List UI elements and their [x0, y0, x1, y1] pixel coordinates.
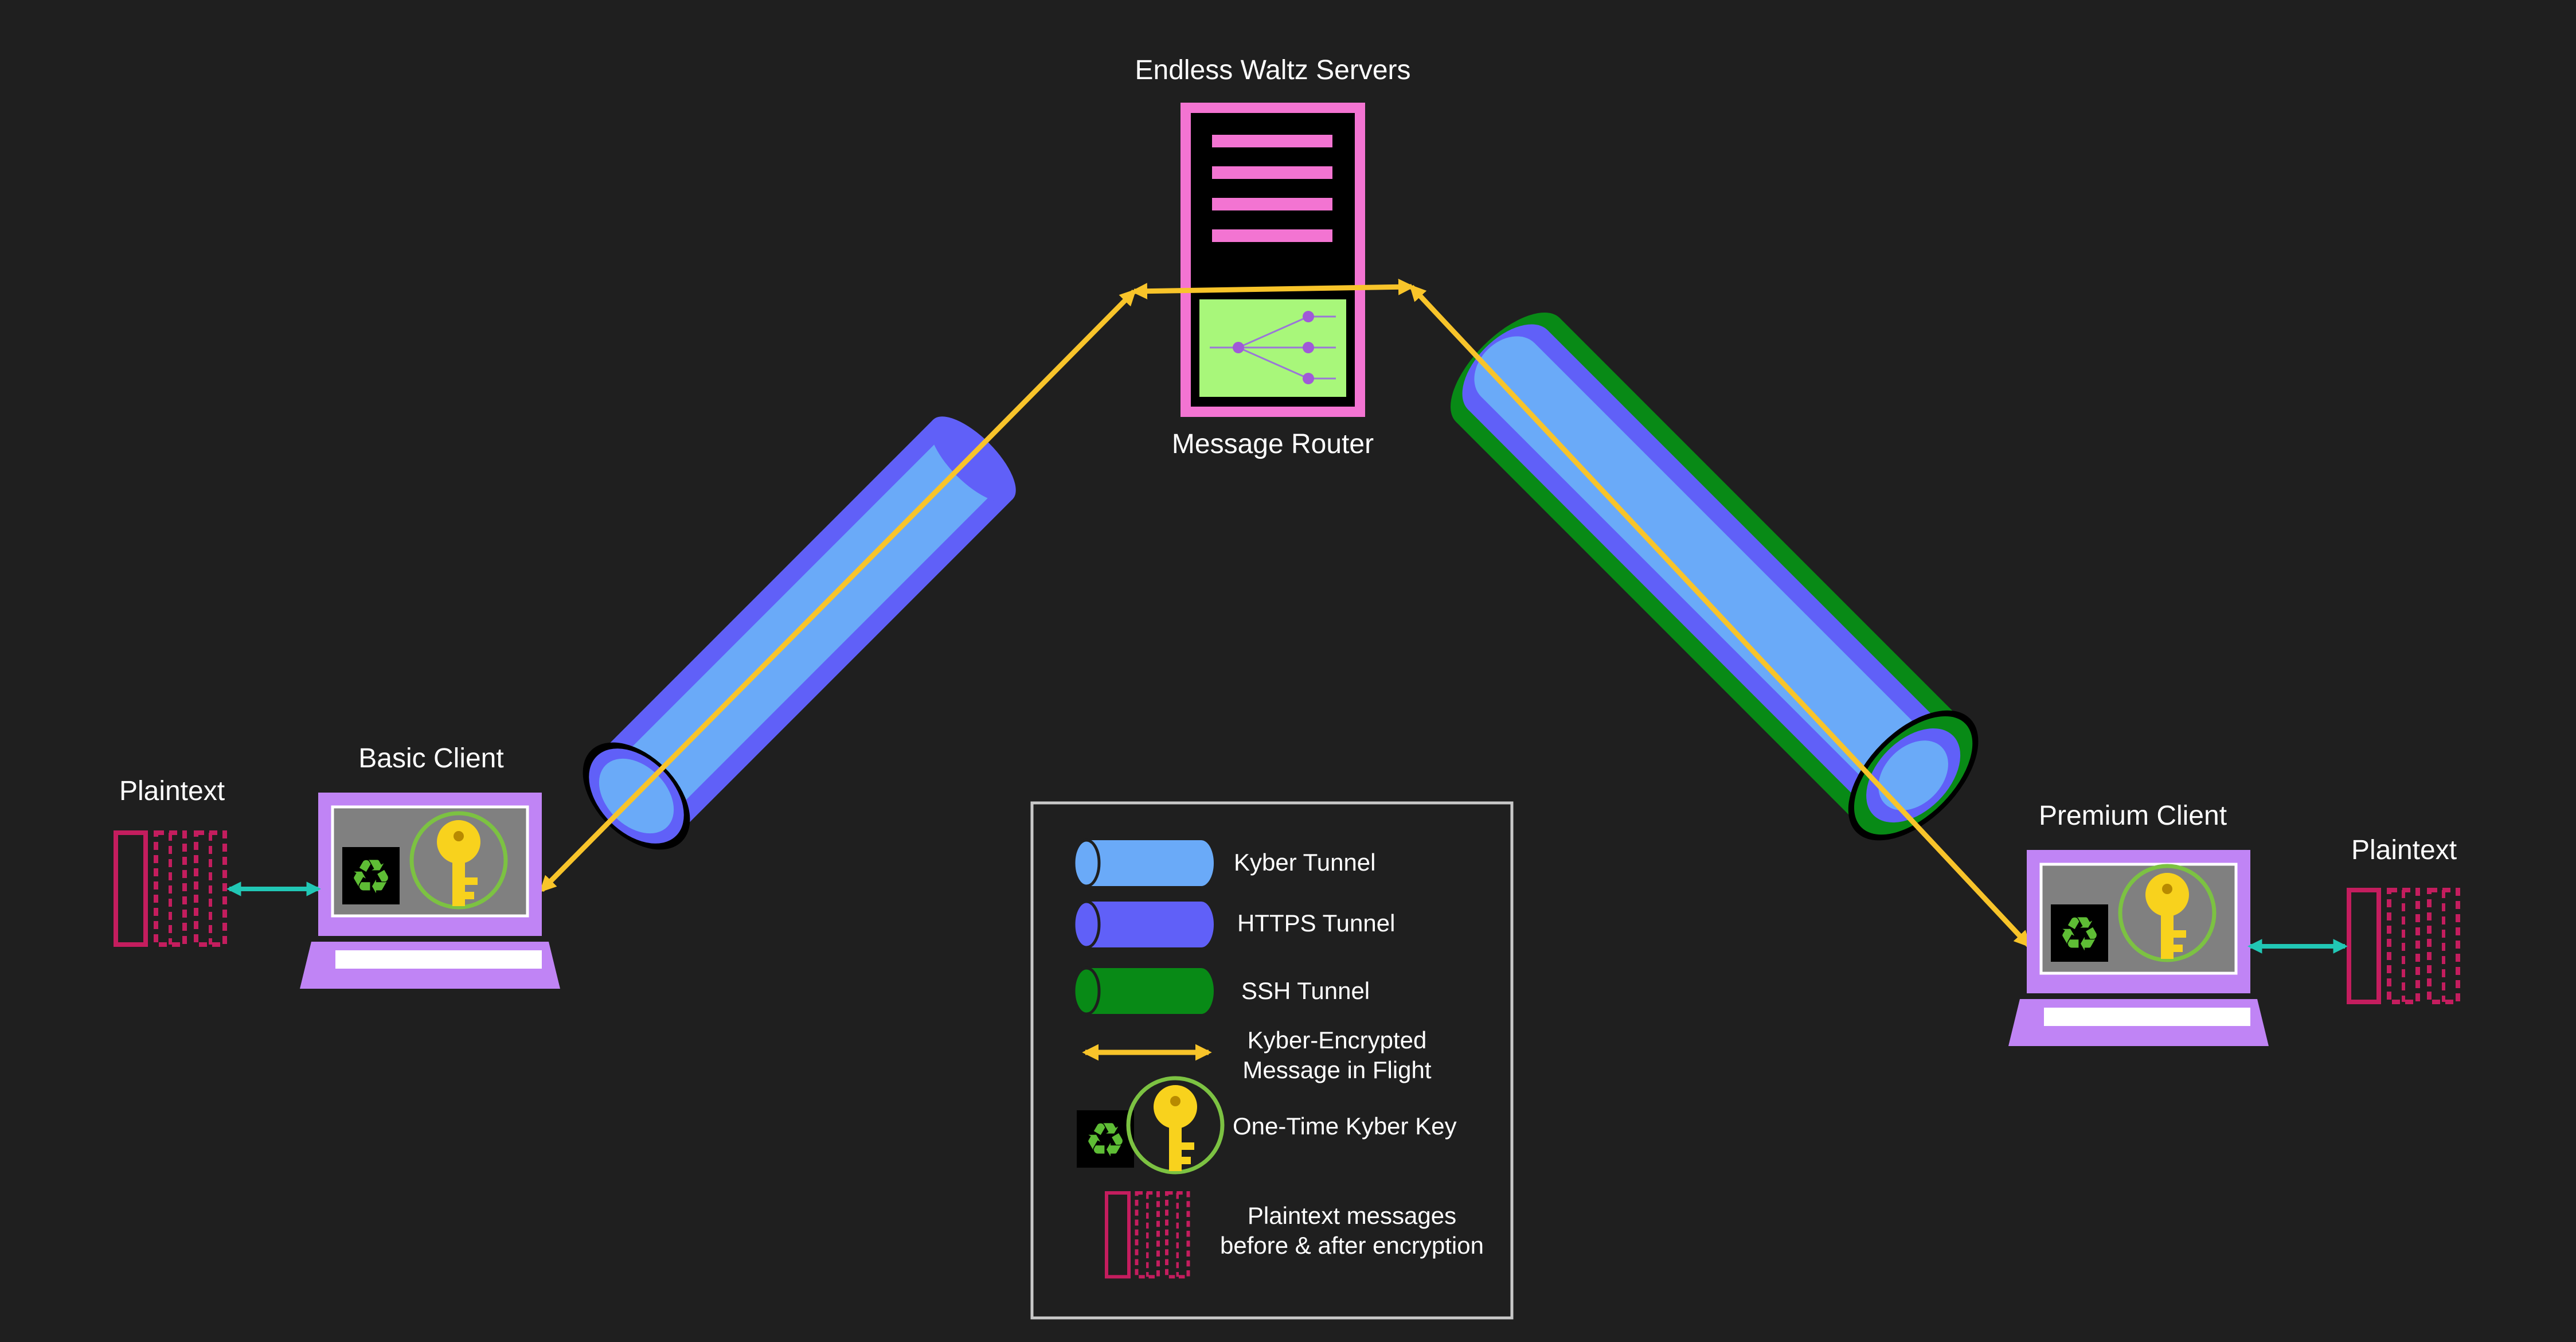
- legend-kyber-label: Kyber Tunnel: [1234, 849, 1376, 876]
- kyber-message-arrows: [539, 278, 2031, 948]
- message-router-panel: [1199, 299, 1346, 397]
- legend-plaintext-label-2: before & after encryption: [1220, 1232, 1484, 1259]
- legend-https-swatch: [1072, 900, 1214, 949]
- legend-key-label: One-Time Kyber Key: [1233, 1113, 1457, 1140]
- plaintext-left: [116, 833, 225, 945]
- premium-client-laptop: [2008, 850, 2269, 1046]
- legend-key-swatch: [1077, 1078, 1222, 1172]
- right-tunnel: [1451, 313, 1979, 841]
- legend-message-label-2: Message in Flight: [1242, 1056, 1431, 1083]
- legend-ssh-label: SSH Tunnel: [1241, 977, 1370, 1004]
- basic-client-laptop: [300, 793, 560, 989]
- legend: Kyber Tunnel HTTPS Tunnel SSH Tunnel Kyb…: [1030, 801, 1514, 1320]
- legend-plaintext-label-1: Plaintext messages: [1248, 1202, 1456, 1229]
- legend-plaintext-swatch: [1107, 1193, 1189, 1277]
- endless-waltz-server: [1180, 103, 1365, 417]
- legend-message-label-1: Kyber-Encrypted: [1248, 1027, 1427, 1054]
- legend-https-label: HTTPS Tunnel: [1237, 910, 1395, 937]
- plaintext-right-label: Plaintext: [2351, 835, 2457, 865]
- plaintext-left-label: Plaintext: [119, 776, 225, 806]
- plaintext-right: [2349, 890, 2458, 1002]
- basic-client-label: Basic Client: [358, 743, 503, 774]
- premium-client-label: Premium Client: [2039, 801, 2227, 831]
- legend-ssh-swatch: [1072, 966, 1214, 1016]
- router-label: Message Router: [1172, 429, 1374, 459]
- legend-kyber-swatch: [1072, 838, 1214, 888]
- servers-label: Endless Waltz Servers: [1135, 55, 1410, 85]
